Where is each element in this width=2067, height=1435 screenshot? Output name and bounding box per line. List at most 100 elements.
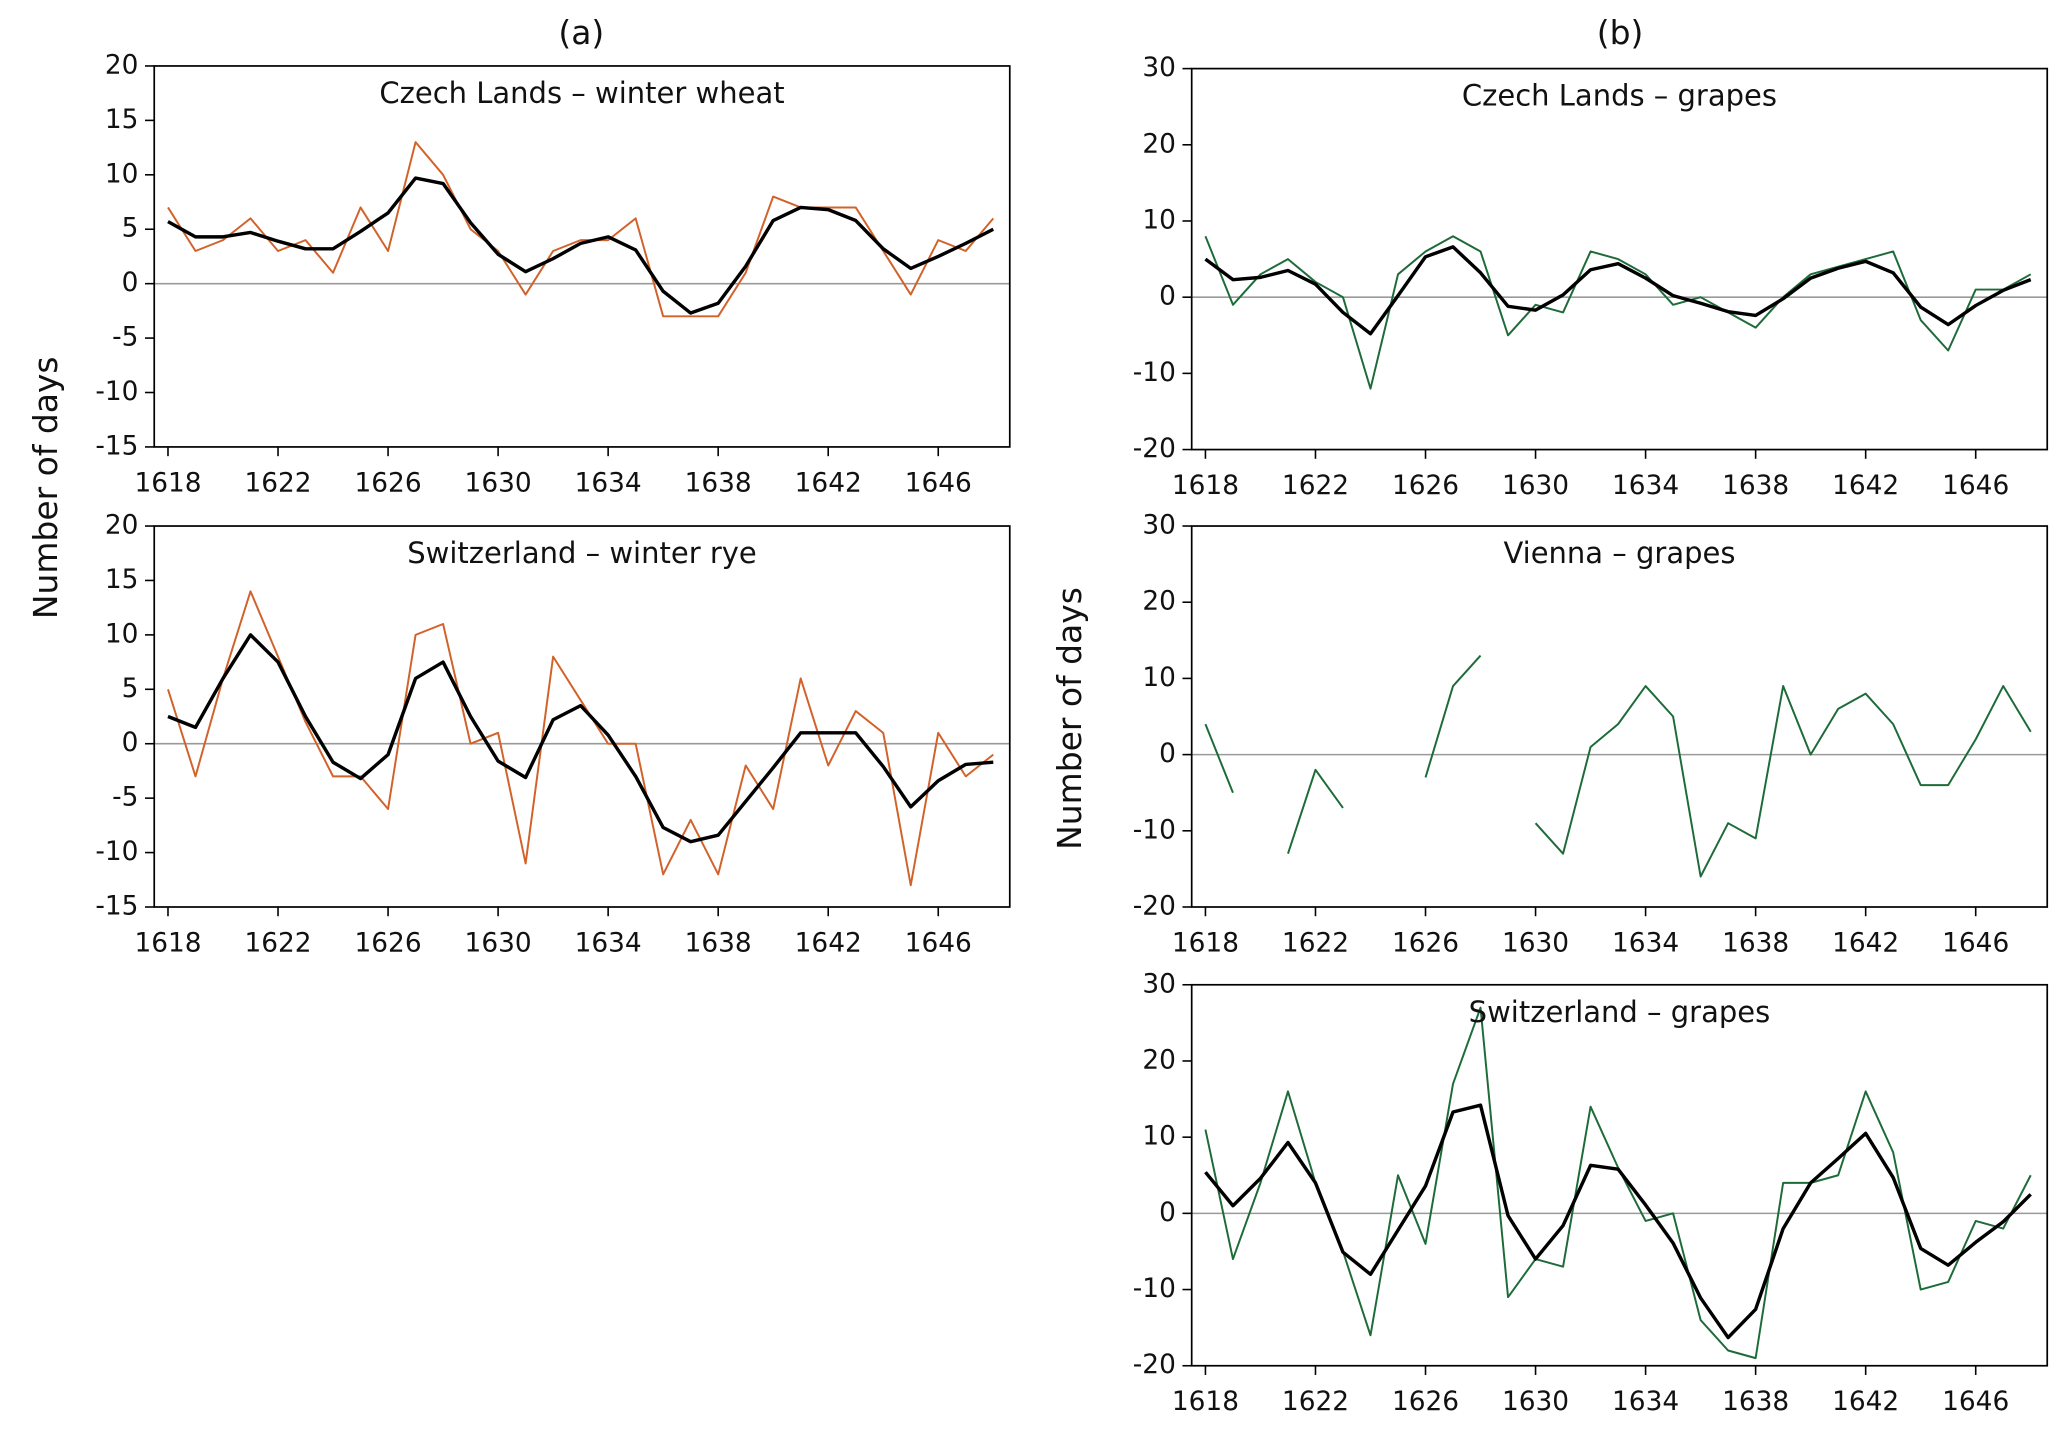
x-tick-label: 1646 xyxy=(1942,1387,2009,1417)
x-tick-label: 1646 xyxy=(905,468,972,498)
y-tick-label: 30 xyxy=(1142,511,1176,541)
x-tick-label: 1626 xyxy=(355,468,422,498)
series-line xyxy=(167,176,995,315)
x-tick-label: 1642 xyxy=(795,928,862,958)
y-tick-label: 0 xyxy=(1159,739,1176,769)
y-tick-label: 20 xyxy=(1142,1045,1176,1075)
y-tick-label: 10 xyxy=(1142,1122,1176,1152)
series-line xyxy=(1287,768,1344,854)
x-tick-label: 1630 xyxy=(465,928,532,958)
x-tick-label: 1638 xyxy=(1722,471,1789,501)
y-tick-label: 0 xyxy=(1159,1198,1176,1228)
series-line xyxy=(167,590,994,887)
series-line xyxy=(1424,654,1482,778)
x-tick-label: 1626 xyxy=(1392,1387,1459,1417)
x-tick-label: 1638 xyxy=(1722,928,1789,958)
y-tick-label: -10 xyxy=(1133,815,1176,845)
x-tick-label: 1634 xyxy=(1612,471,1679,501)
x-tick-label: 1638 xyxy=(1722,1387,1789,1417)
x-tick-label: 1638 xyxy=(685,928,752,958)
x-tick-label: 1622 xyxy=(244,928,311,958)
column-label: (b) xyxy=(1597,13,1644,52)
y-tick-label: 15 xyxy=(105,105,139,135)
series-line xyxy=(1204,245,2032,336)
x-tick-label: 1630 xyxy=(465,468,532,498)
y-tick-label: 15 xyxy=(105,565,139,595)
plot-frame xyxy=(153,525,1011,908)
column-label: (a) xyxy=(558,13,604,52)
chart-title: Czech Lands – winter wheat xyxy=(379,76,784,110)
x-tick-label: 1642 xyxy=(795,468,862,498)
series-line xyxy=(1204,235,2032,390)
x-tick-label: 1638 xyxy=(685,468,752,498)
y-tick-label: 30 xyxy=(1142,969,1176,999)
x-tick-label: 1634 xyxy=(575,928,642,958)
series-line xyxy=(167,141,995,318)
series-line xyxy=(1204,723,1234,794)
x-tick-label: 1646 xyxy=(1942,471,2009,501)
x-tick-label: 1642 xyxy=(1832,928,1899,958)
y-tick-label: 0 xyxy=(122,728,139,758)
x-tick-label: 1626 xyxy=(1392,928,1459,958)
x-tick-label: 1618 xyxy=(134,928,201,958)
y-tick-label: 5 xyxy=(122,214,139,244)
y-tick-label: 0 xyxy=(1159,282,1176,312)
y-tick-label: -5 xyxy=(112,783,138,813)
chart-title: Switzerland – winter rye xyxy=(407,536,757,570)
x-tick-label: 1634 xyxy=(1612,1387,1679,1417)
x-tick-label: 1626 xyxy=(355,928,422,958)
chart-title: Switzerland – grapes xyxy=(1469,995,1771,1029)
x-tick-label: 1634 xyxy=(1612,928,1679,958)
plot-frame xyxy=(1190,525,2049,908)
x-tick-label: 1630 xyxy=(1502,471,1569,501)
x-tick-label: 1622 xyxy=(1282,928,1349,958)
y-tick-label: -15 xyxy=(95,431,138,461)
y-axis-label: Number of days xyxy=(26,356,65,619)
x-tick-label: 1618 xyxy=(134,468,201,498)
y-tick-label: 20 xyxy=(1142,587,1176,617)
plot-frame xyxy=(1190,983,2049,1367)
series-line xyxy=(167,633,994,844)
x-tick-label: 1618 xyxy=(1172,928,1239,958)
chart-title: Czech Lands – grapes xyxy=(1462,79,1777,113)
y-tick-label: 10 xyxy=(1142,205,1176,235)
chart-title: Vienna – grapes xyxy=(1503,536,1735,570)
x-tick-label: 1642 xyxy=(1832,1387,1899,1417)
y-tick-label: 10 xyxy=(105,619,139,649)
x-tick-label: 1646 xyxy=(905,928,972,958)
series-line xyxy=(1204,1006,2032,1360)
x-tick-label: 1626 xyxy=(1392,471,1459,501)
y-tick-label: 10 xyxy=(105,159,139,189)
x-tick-label: 1630 xyxy=(1502,928,1569,958)
y-tick-label: 20 xyxy=(105,50,139,80)
x-tick-label: 1622 xyxy=(244,468,311,498)
series-line xyxy=(1534,685,2032,878)
x-tick-label: 1622 xyxy=(1282,471,1349,501)
y-tick-label: 0 xyxy=(122,268,139,298)
x-tick-label: 1618 xyxy=(1172,1387,1239,1417)
plot-frame xyxy=(1190,67,2049,451)
y-tick-label: -5 xyxy=(112,323,138,353)
y-tick-label: -15 xyxy=(95,891,138,921)
y-tick-label: -20 xyxy=(1133,1350,1176,1380)
x-tick-label: 1622 xyxy=(1282,1387,1349,1417)
x-tick-label: 1630 xyxy=(1502,1387,1569,1417)
y-tick-label: 10 xyxy=(1142,663,1176,693)
y-tick-label: 20 xyxy=(105,511,139,541)
y-tick-label: -10 xyxy=(1133,358,1176,388)
y-tick-label: 20 xyxy=(1142,129,1176,159)
y-tick-label: 30 xyxy=(1142,53,1176,83)
y-tick-label: -10 xyxy=(95,377,138,407)
x-tick-label: 1646 xyxy=(1942,928,2009,958)
y-tick-label: -20 xyxy=(1133,891,1176,921)
y-tick-label: -10 xyxy=(1133,1274,1176,1304)
y-axis-label: Number of days xyxy=(1050,587,1089,850)
x-tick-label: 1618 xyxy=(1172,471,1239,501)
y-tick-label: -10 xyxy=(95,837,138,867)
y-tick-label: 5 xyxy=(122,674,139,704)
x-tick-label: 1634 xyxy=(575,468,642,498)
y-tick-label: -20 xyxy=(1133,434,1176,464)
x-tick-label: 1642 xyxy=(1832,471,1899,501)
series-line xyxy=(1204,1103,2032,1340)
plot-frame xyxy=(153,65,1011,448)
